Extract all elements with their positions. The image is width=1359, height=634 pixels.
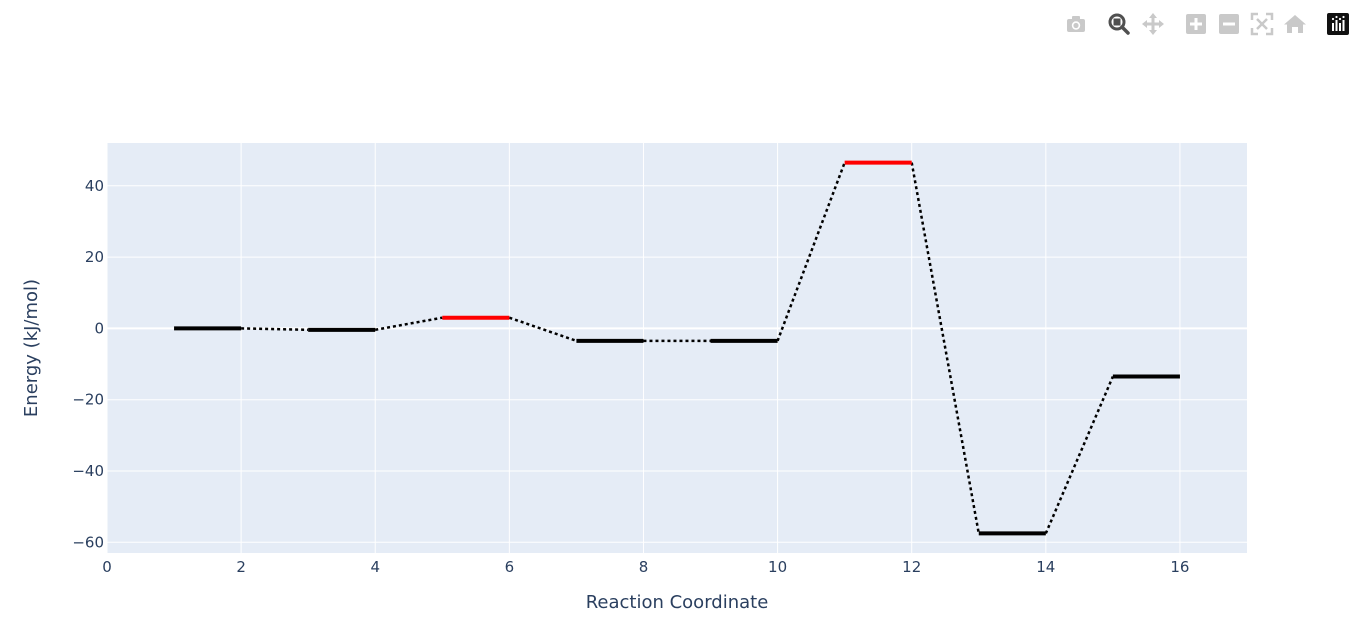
y-tick-label: −60 <box>72 533 104 551</box>
x-tick-label: 0 <box>102 558 112 576</box>
y-axis-title: Energy (kJ/mol) <box>21 279 42 417</box>
zoom-icon[interactable] <box>1105 10 1133 38</box>
connector-lines <box>241 162 1115 534</box>
x-tick-label: 8 <box>639 558 649 576</box>
connector-line <box>375 316 443 332</box>
reset-axes-icon[interactable] <box>1281 10 1309 38</box>
x-tick-label: 10 <box>768 558 787 576</box>
y-tick-label: −40 <box>72 462 104 480</box>
energy-levels <box>174 160 1180 536</box>
autoscale-icon[interactable] <box>1248 10 1276 38</box>
connector-line <box>1044 376 1115 534</box>
connector-line <box>910 162 980 534</box>
y-tick-label: −20 <box>72 391 104 409</box>
zoom-out-icon[interactable] <box>1215 10 1243 38</box>
modebar <box>1060 10 1355 38</box>
x-tick-labels: 0 2 4 6 8 10 12 14 16 <box>102 558 1189 576</box>
y-tick-label: 40 <box>85 177 104 195</box>
plotly-logo-icon[interactable] <box>1324 10 1352 38</box>
y-tick-label: 20 <box>85 248 104 266</box>
x-axis-title: Reaction Coordinate <box>586 592 769 613</box>
x-gridlines <box>106 143 1181 553</box>
connector-line <box>241 327 309 332</box>
x-tick-label: 16 <box>1170 558 1189 576</box>
x-tick-label: 14 <box>1036 558 1055 576</box>
plot-area <box>107 143 1247 553</box>
x-tick-label: 2 <box>236 558 246 576</box>
x-tick-label: 12 <box>902 558 921 576</box>
y-tick-labels: −60 −40 −20 0 20 40 <box>72 177 104 552</box>
camera-icon[interactable] <box>1062 10 1090 38</box>
x-tick-label: 6 <box>505 558 515 576</box>
x-tick-label: 4 <box>370 558 380 576</box>
y-tick-label: 0 <box>94 319 104 337</box>
pan-icon[interactable] <box>1139 10 1167 38</box>
zoom-in-icon[interactable] <box>1182 10 1210 38</box>
connector-line <box>776 162 846 342</box>
